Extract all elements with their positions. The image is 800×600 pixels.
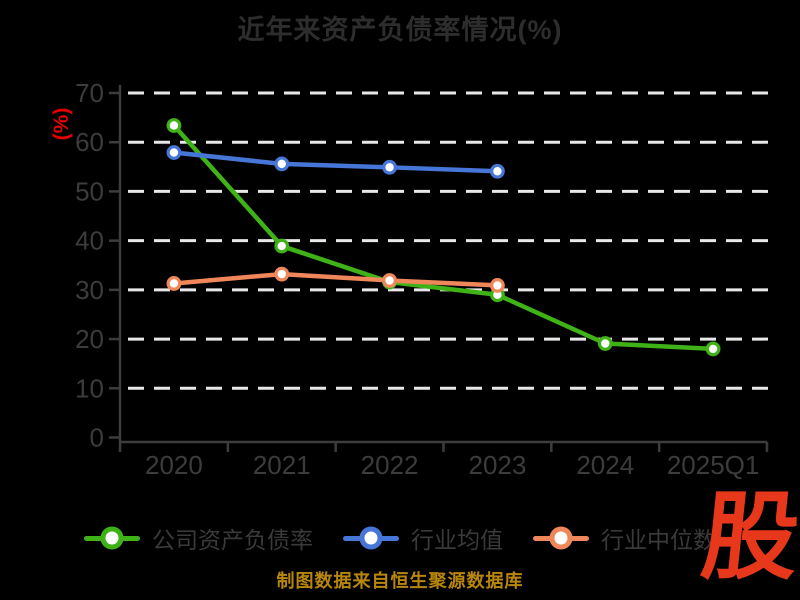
svg-text:60: 60 (75, 127, 104, 157)
chart-title: 近年来资产负债率情况(%) (237, 15, 563, 45)
svg-text:50: 50 (75, 176, 104, 206)
source-note: 制图数据来自恒生聚源数据库 (276, 571, 524, 591)
svg-text:2025Q1: 2025Q1 (667, 450, 760, 480)
svg-text:2024: 2024 (576, 450, 634, 480)
watermark-logo: 股 (696, 484, 800, 591)
legend-marker-icon (533, 525, 589, 551)
legend-item-company: 公司资产负债率 (84, 521, 313, 555)
svg-text:2023: 2023 (468, 450, 526, 480)
svg-text:20: 20 (75, 324, 104, 354)
legend-marker-icon (343, 525, 399, 551)
legend: 公司资产负债率 行业均值 行业中位数 (0, 520, 800, 556)
legend-label: 行业中位数 (601, 527, 716, 553)
svg-text:40: 40 (75, 226, 104, 256)
svg-text:0: 0 (90, 423, 104, 453)
svg-text:10: 10 (75, 373, 104, 403)
svg-text:30: 30 (75, 275, 104, 305)
svg-text:2020: 2020 (145, 450, 203, 480)
legend-label: 公司资产负债率 (152, 527, 313, 553)
legend-label: 行业均值 (411, 527, 503, 553)
svg-text:2022: 2022 (361, 450, 419, 480)
legend-item-industry-median: 行业中位数 (533, 521, 716, 555)
legend-item-industry-mean: 行业均值 (343, 521, 503, 555)
legend-marker-icon (84, 525, 140, 551)
svg-text:70: 70 (75, 78, 104, 108)
svg-text:2021: 2021 (253, 450, 311, 480)
plot-area: 0 10 20 30 40 50 60 70 2020 2021 2022 2023 2024 2025Q… (75, 78, 770, 480)
